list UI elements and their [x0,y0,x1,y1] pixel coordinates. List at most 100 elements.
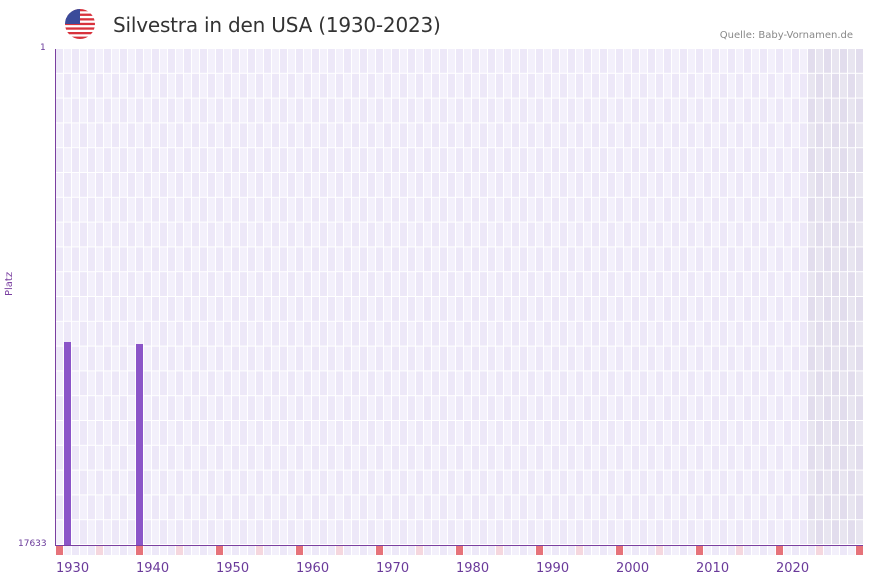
year-marker [280,546,287,555]
year-marker [120,546,127,555]
year-marker [400,546,407,555]
year-marker [192,546,199,555]
chart-title: Silvestra in den USA (1930-2023) [113,13,441,37]
year-marker [432,546,439,555]
x-tick-1930: 1930 [56,561,90,576]
year-marker [352,546,359,555]
year-marker [560,546,567,555]
decade-marker [616,546,623,555]
bar-1931[interactable] [64,342,71,545]
year-marker [168,546,175,555]
year-marker [640,546,647,555]
year-marker [112,546,119,555]
year-marker [440,546,447,555]
x-tick-1950: 1950 [216,561,250,576]
half-decade-marker [736,546,743,555]
year-marker [72,546,79,555]
year-marker [520,546,527,555]
year-marker [552,546,559,555]
year-marker [512,546,519,555]
year-marker [328,546,335,555]
year-marker [480,546,487,555]
year-marker [392,546,399,555]
year-marker [680,546,687,555]
year-marker [424,546,431,555]
year-marker [744,546,751,555]
x-tick-1990: 1990 [536,561,570,576]
year-marker [272,546,279,555]
year-marker [64,546,71,555]
x-tick-2010: 2010 [696,561,730,576]
year-marker [632,546,639,555]
year-marker [688,546,695,555]
half-decade-marker [816,546,823,555]
decade-marker [376,546,383,555]
year-marker [344,546,351,555]
x-tick-2020: 2020 [776,561,810,576]
year-marker [600,546,607,555]
year-marker [800,546,807,555]
year-marker [240,546,247,555]
year-marker [472,546,479,555]
year-marker [584,546,591,555]
year-marker [312,546,319,555]
year-marker [544,546,551,555]
year-marker [360,546,367,555]
year-marker [104,546,111,555]
year-marker [152,546,159,555]
half-decade-marker [176,546,183,555]
half-decade-marker [336,546,343,555]
y-tick-bottom: 17633 [18,539,47,549]
half-decade-marker [576,546,583,555]
year-marker [224,546,231,555]
half-decade-marker [256,546,263,555]
year-marker [88,546,95,555]
year-marker [760,546,767,555]
year-marker [232,546,239,555]
year-marker [248,546,255,555]
year-marker [264,546,271,555]
year-marker [784,546,791,555]
x-axis-line [55,545,863,546]
year-marker [384,546,391,555]
year-marker [320,546,327,555]
year-marker [464,546,471,555]
year-marker [144,546,151,555]
year-marker [568,546,575,555]
year-marker [832,546,839,555]
year-marker [448,546,455,555]
decade-marker [536,546,543,555]
year-marker [592,546,599,555]
x-tick-1980: 1980 [456,561,490,576]
year-marker [160,546,167,555]
year-marker [728,546,735,555]
decade-marker [456,546,463,555]
bar-1940[interactable] [136,344,143,545]
decade-marker [136,546,143,555]
decade-marker [296,546,303,555]
year-marker [840,546,847,555]
half-decade-marker [496,546,503,555]
year-marker [408,546,415,555]
x-tick-2000: 2000 [616,561,650,576]
year-marker [792,546,799,555]
x-tick-1940: 1940 [136,561,170,576]
year-marker [848,546,855,555]
year-marker [504,546,511,555]
year-marker [664,546,671,555]
year-marker [808,546,815,555]
year-marker [712,546,719,555]
year-marker [304,546,311,555]
year-marker [208,546,215,555]
decade-marker [776,546,783,555]
year-marker [608,546,615,555]
year-marker [704,546,711,555]
decade-marker [696,546,703,555]
year-marker [288,546,295,555]
year-marker [200,546,207,555]
y-tick-top: 1 [40,43,46,53]
year-marker [128,546,135,555]
plot-area [56,49,863,545]
year-marker [80,546,87,555]
y-axis-label: Platz [4,271,15,296]
